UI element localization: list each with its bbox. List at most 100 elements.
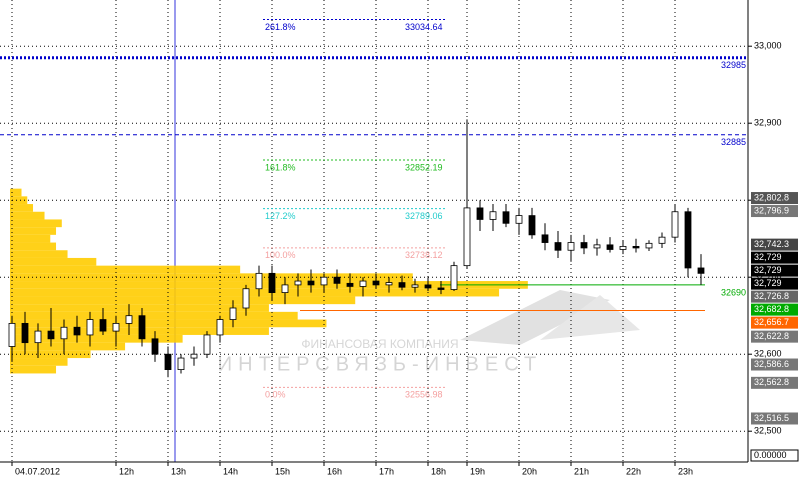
- candle-body: [60, 326, 68, 340]
- candle-body: [229, 307, 237, 320]
- candle-body: [593, 244, 601, 249]
- fib-value: 32738.12: [405, 250, 443, 260]
- volume-profile-bar: [10, 188, 22, 197]
- y-tick-label: 32,900: [754, 118, 782, 128]
- candle-body: [268, 272, 276, 294]
- volume-profile-bar: [10, 273, 413, 282]
- price-label-box: [751, 277, 798, 290]
- price-label: 32,622.8: [754, 331, 789, 341]
- candle-body: [606, 244, 614, 250]
- candle-body: [333, 276, 341, 284]
- fib-label: 0.0%: [265, 390, 286, 400]
- candle-body: [398, 282, 406, 288]
- price-label: 32,796.9: [754, 205, 789, 215]
- candle-body: [151, 338, 159, 355]
- candle-body: [411, 284, 419, 288]
- x-tick-label: 14h: [223, 466, 238, 476]
- level-label: 32985: [721, 60, 746, 70]
- indicator-label: 0.00000: [754, 450, 787, 460]
- candle-body: [203, 334, 211, 355]
- candle-body: [671, 211, 679, 238]
- price-label-box: [751, 376, 798, 389]
- x-tick-label: 19h: [470, 466, 485, 476]
- candle-body: [424, 284, 432, 289]
- price-label-box: [751, 251, 798, 264]
- y-tick-label: 33,000: [754, 41, 782, 51]
- price-label: 32,742.3: [754, 239, 789, 249]
- fib-value: 32789.06: [405, 211, 443, 221]
- watermark-logo: [540, 295, 640, 340]
- fib-label: 261.8%: [265, 22, 296, 32]
- candle-body: [684, 211, 692, 269]
- volume-profile-bar: [10, 304, 269, 312]
- candle-body: [502, 211, 510, 224]
- candle-body: [580, 242, 588, 249]
- candle-body: [567, 242, 575, 251]
- fib-label: 161.8%: [265, 162, 296, 172]
- price-label: 32,726.8: [754, 291, 789, 301]
- y-tick-label: 32,600: [754, 349, 782, 359]
- x-tick-label: 21h: [574, 466, 589, 476]
- candle-body: [242, 288, 250, 309]
- level-label: 32885: [721, 137, 746, 147]
- candle-body: [528, 215, 536, 236]
- candle-body: [658, 236, 666, 244]
- candle-body: [99, 319, 107, 332]
- candle-body: [632, 245, 640, 249]
- volume-profile-bar: [10, 204, 34, 212]
- price-label-box: [751, 205, 798, 218]
- candle-body: [346, 282, 354, 287]
- price-label-box: [751, 412, 798, 425]
- fib-value: 32852.19: [405, 162, 443, 172]
- x-tick-label: 18h: [431, 466, 446, 476]
- volume-profile-bar: [10, 288, 500, 297]
- price-label-box: [751, 290, 798, 303]
- price-label: 32,802.8: [754, 192, 789, 202]
- price-label: 32,729: [754, 252, 782, 262]
- price-label-box: [751, 264, 798, 277]
- candle-body: [619, 245, 627, 250]
- volume-profile-bar: [10, 358, 68, 366]
- candle-body: [554, 242, 562, 251]
- watermark-logo: [460, 290, 610, 345]
- candle-body: [8, 322, 16, 347]
- volume-profile-bar: [10, 265, 241, 274]
- fib-label: 127.2%: [265, 211, 296, 221]
- watermark: ФИНАНСОВАЯ КОМПАНИЯ ИНТЕРСВЯЗЬ-ИНВЕСТ: [218, 290, 640, 375]
- candle-body: [86, 319, 94, 336]
- candle-body: [697, 267, 705, 274]
- candle-body: [645, 242, 653, 249]
- x-tick-label: 15h: [275, 466, 290, 476]
- candle-body: [112, 322, 120, 332]
- candle-body: [476, 207, 484, 220]
- candle-body: [216, 319, 224, 336]
- watermark-text: ИНТЕРСВЯЗЬ-ИНВЕСТ: [218, 353, 542, 375]
- volume-profile-bar: [10, 219, 62, 228]
- candle-body: [21, 322, 29, 344]
- volume-profile-bar: [10, 334, 183, 343]
- level-label: 32690: [721, 287, 746, 297]
- candle-body: [385, 282, 393, 286]
- watermark-text: ФИНАНСОВАЯ КОМПАНИЯ: [301, 337, 458, 351]
- candle-body: [437, 287, 445, 290]
- price-label-box: [751, 358, 798, 371]
- volume-profile-bar: [10, 242, 57, 251]
- price-label: 32,516.5: [754, 413, 789, 423]
- x-tick-label: 12h: [119, 466, 134, 476]
- price-label: 32,656.7: [754, 317, 789, 327]
- candle-body: [164, 353, 172, 371]
- fib-value: 32556.98: [405, 390, 443, 400]
- candle-body: [34, 330, 42, 344]
- candle-body: [190, 353, 198, 359]
- x-tick-label: 17h: [379, 466, 394, 476]
- x-tick-label: 16h: [327, 466, 342, 476]
- volume-profile-bar: [10, 365, 57, 374]
- volume-profile-bar: [10, 250, 68, 258]
- candle-body: [73, 326, 81, 336]
- volume-profile-bar: [10, 319, 327, 328]
- x-tick-label: 13h: [171, 466, 186, 476]
- price-label-box: [751, 192, 798, 205]
- candle-body: [47, 330, 55, 340]
